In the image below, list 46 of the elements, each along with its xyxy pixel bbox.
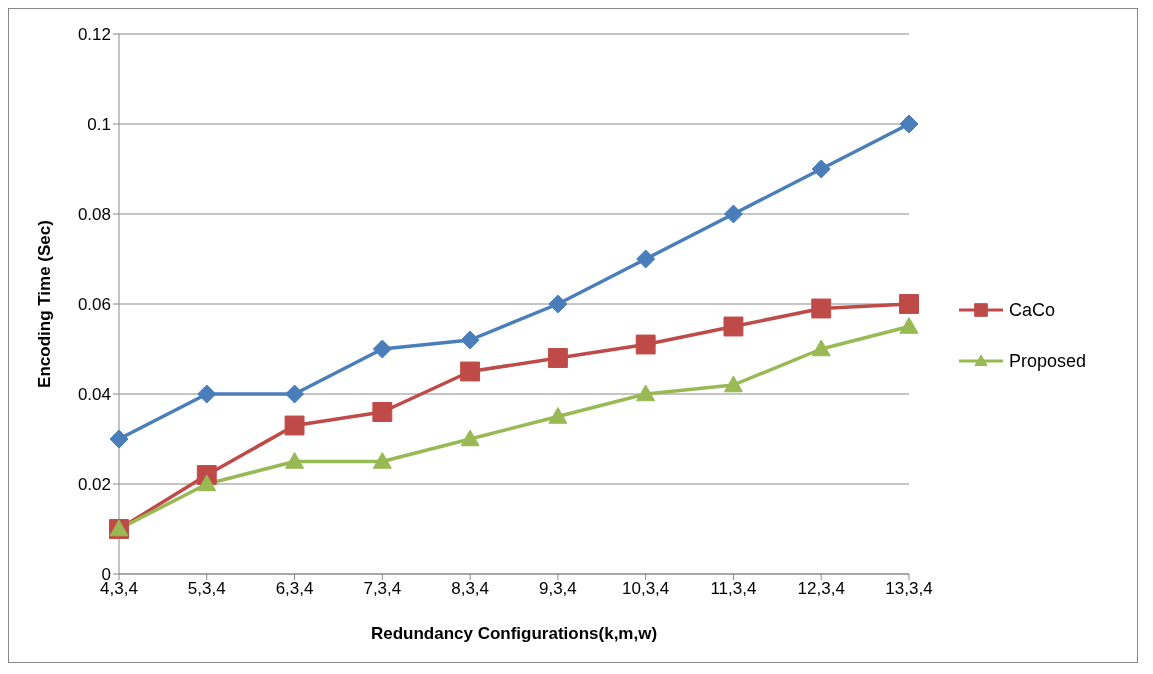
point [811, 159, 831, 179]
point [723, 375, 743, 393]
point [372, 452, 392, 469]
point [285, 452, 305, 469]
point [723, 204, 743, 224]
x-axis-title: Redundancy Configurations(k,m,w) [370, 624, 658, 643]
y-tick-label: 0.12 [77, 25, 111, 45]
x-tick-label: 12,3,4 [797, 579, 845, 599]
point [285, 384, 305, 404]
point [899, 317, 919, 334]
legend-label: CaCo [1009, 299, 1056, 321]
point [899, 114, 919, 134]
point [636, 249, 656, 269]
point [899, 294, 919, 314]
point [372, 339, 392, 359]
x-tick-label: 10,3,4 [622, 579, 670, 599]
legend-label: Proposed [1009, 350, 1087, 372]
point [109, 429, 129, 449]
point [460, 330, 480, 350]
y-tick-label: 0.04 [77, 385, 111, 405]
point [460, 429, 480, 447]
y-tick-label: 0.02 [77, 475, 111, 495]
x-tick-label: 9,3,4 [538, 579, 577, 599]
x-tick-label: 8,3,4 [451, 579, 490, 599]
x-tick-label: 11,3,4 [710, 579, 757, 599]
y-tick-label: 0.08 [77, 205, 111, 225]
point [811, 339, 831, 357]
point [635, 334, 656, 355]
x-tick-label: 6,3,4 [275, 579, 314, 599]
point [548, 407, 568, 424]
point [723, 316, 744, 337]
y-tick-label: 0.1 [87, 115, 111, 135]
y-tick-label: 0.06 [77, 295, 111, 315]
y-axis-title: Encoding Time (Sec) [35, 220, 55, 388]
point [197, 384, 217, 404]
point [548, 294, 568, 314]
point [372, 402, 393, 422]
point [547, 348, 568, 368]
x-tick-label: 7,3,4 [363, 579, 402, 599]
x-tick-label: 5,3,4 [187, 579, 226, 599]
point [197, 474, 217, 492]
point [284, 415, 305, 436]
point [460, 361, 481, 382]
point [811, 298, 832, 319]
point [636, 384, 656, 402]
x-tick-label: 13,3,4 [885, 579, 933, 599]
